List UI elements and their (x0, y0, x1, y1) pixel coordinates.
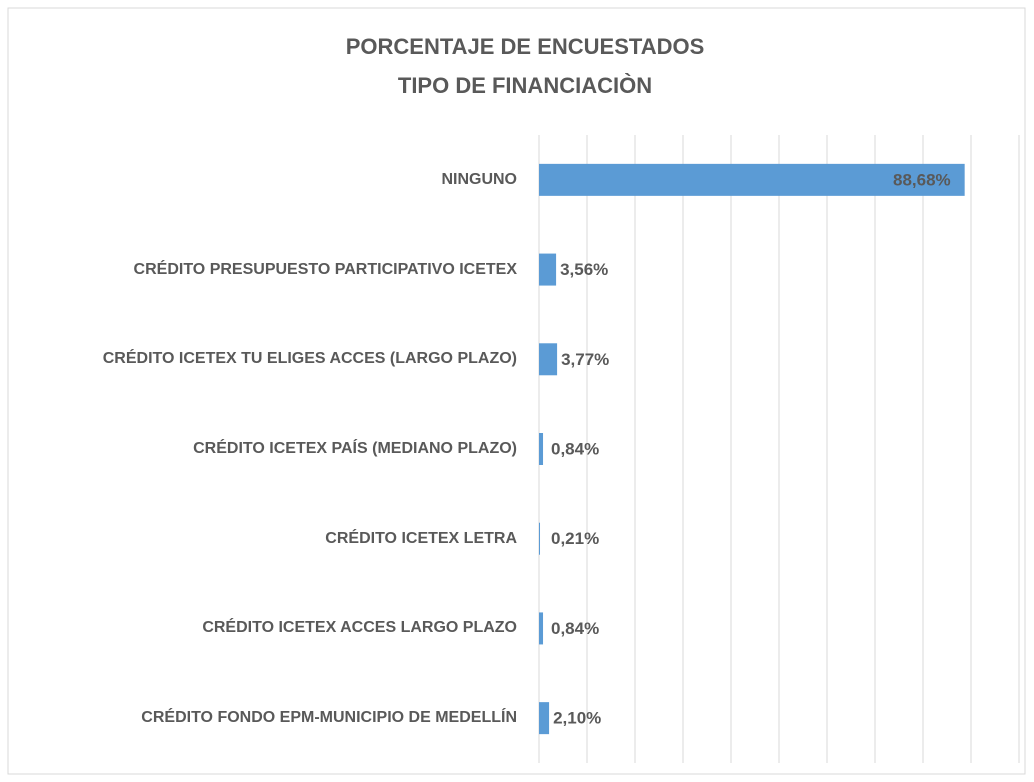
y-tick-label: CRÉDITO ICETEX LETRA (325, 529, 517, 547)
y-tick-label: CRÉDITO ICETEX ACCES LARGO PLAZO (202, 619, 517, 637)
data-label: 3,77% (561, 350, 609, 369)
bar (539, 253, 557, 286)
bar (539, 522, 541, 555)
chart-title: TIPO DE FINANCIACIÒN (398, 73, 652, 98)
bar (539, 702, 550, 735)
y-tick-label: NINGUNO (441, 170, 517, 188)
data-label: 88,68% (893, 170, 951, 189)
data-label: 3,56% (560, 260, 608, 279)
y-tick-label: CRÉDITO FONDO EPM-MUNICIPIO DE MEDELLÍN (141, 709, 517, 727)
bar (539, 343, 558, 376)
y-tick-label: CRÉDITO ICETEX PAÍS (MEDIANO PLAZO) (193, 440, 517, 457)
y-tick-label: CRÉDITO PRESUPUESTO PARTICIPATIVO ICETEX (133, 260, 517, 278)
data-label: 0,21% (551, 529, 599, 548)
data-label: 0,84% (551, 439, 599, 458)
bar (539, 433, 544, 465)
chart-title: PORCENTAJE DE ENCUESTADOS (346, 34, 705, 59)
bar (539, 163, 965, 196)
data-label: 2,10% (553, 709, 601, 728)
bar (539, 612, 544, 645)
data-label: 0,84% (551, 619, 599, 638)
chart-frame (7, 7, 1026, 775)
y-tick-label: CRÉDITO ICETEX TU ELIGES ACCES (LARGO PL… (102, 350, 517, 368)
